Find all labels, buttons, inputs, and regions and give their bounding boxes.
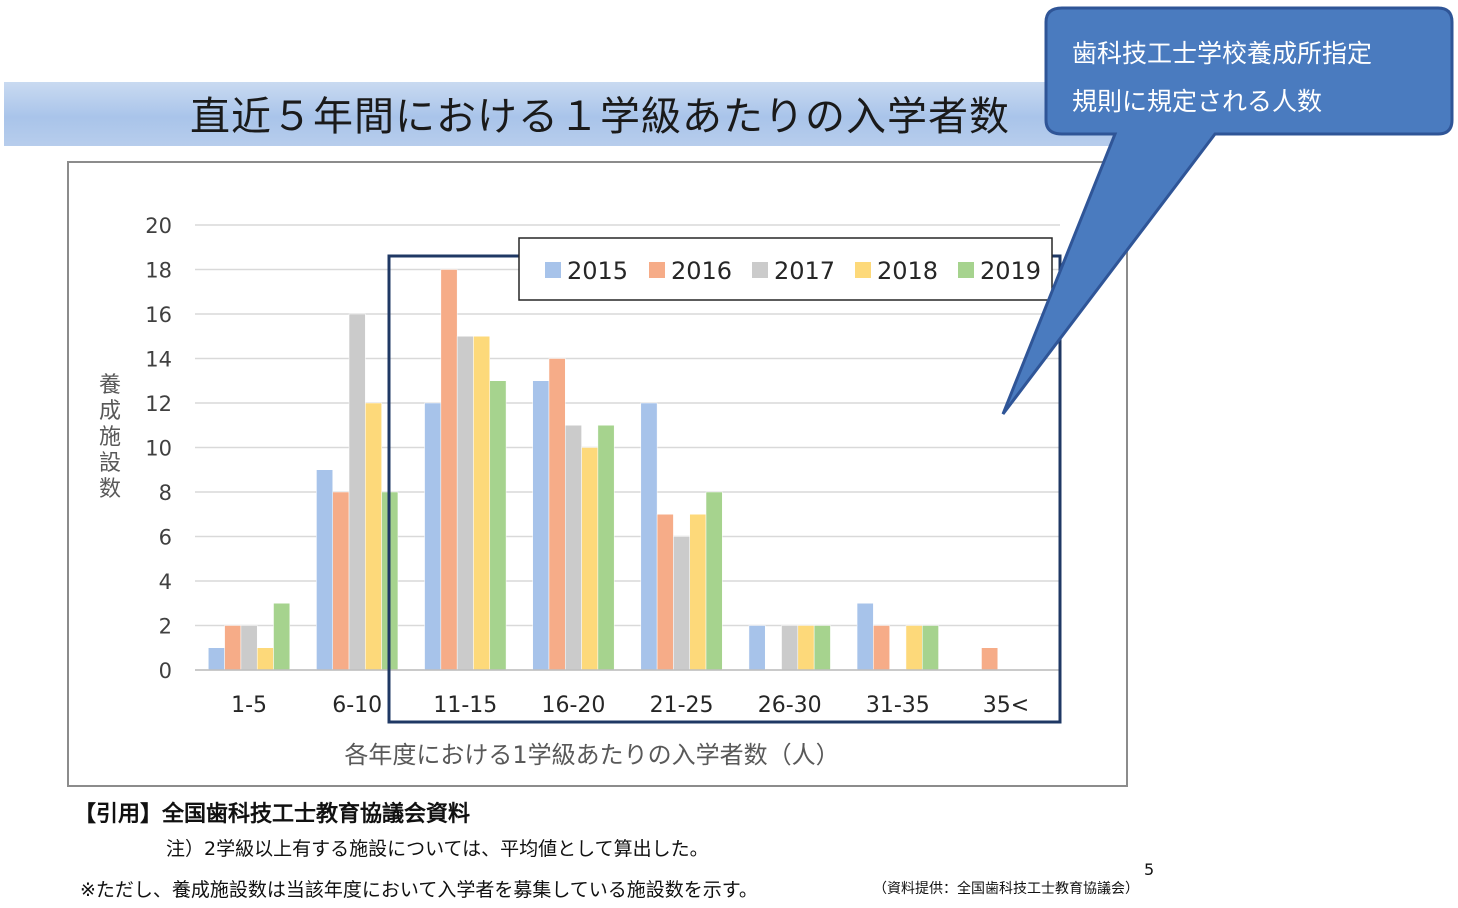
x-tick-label: 26-30 <box>758 693 822 718</box>
y-axis-title-char: 施 <box>99 425 121 450</box>
title-band <box>4 82 1124 146</box>
bar-2018-26-30 <box>797 625 815 671</box>
y-axis-title-char: 設 <box>99 451 121 476</box>
bar-2016-11-15 <box>440 269 458 671</box>
bar-2018-21-25 <box>689 514 707 671</box>
y-tick-label: 10 <box>145 437 172 461</box>
bar-2016-6-10 <box>332 491 350 671</box>
bar-2018-11-15 <box>473 336 491 671</box>
x-tick-label: 11-15 <box>433 693 497 718</box>
legend-label-2016: 2016 <box>671 257 732 285</box>
y-axis-title-char: 養 <box>99 373 121 398</box>
bar-2018-31-35 <box>905 625 923 671</box>
legend-swatch-2015 <box>545 262 561 278</box>
bar-2017-1-5 <box>240 625 258 671</box>
bar-2019-31-35 <box>922 625 939 671</box>
legend-label-2018: 2018 <box>877 257 938 285</box>
bar-2019-1-5 <box>273 603 291 671</box>
y-tick-label: 12 <box>145 392 172 416</box>
bar-2017-26-30 <box>781 625 799 671</box>
bar-2019-26-30 <box>813 625 831 671</box>
bar-2017-11-15 <box>456 336 474 671</box>
x-axis-title: 各年度における1学級あたりの入学者数（人） <box>344 741 839 769</box>
y-tick-label: 2 <box>159 615 172 639</box>
legend-swatch-2016 <box>649 262 665 278</box>
callout-text: 歯科技工士学校養成所指定 規則に規定される人数 <box>1072 30 1442 126</box>
bar-2016-16-20 <box>548 358 566 671</box>
y-tick-label: 18 <box>145 259 172 283</box>
note-averaged: 注）2学級以上有する施設については、平均値として算出した。 <box>166 838 709 860</box>
y-tick-label: 0 <box>159 659 172 683</box>
legend-label-2017: 2017 <box>774 257 835 285</box>
bar-2015-16-20 <box>532 380 550 671</box>
legend-swatch-2019 <box>958 262 974 278</box>
x-tick-label: 21-25 <box>650 693 714 718</box>
y-tick-label: 4 <box>159 570 172 594</box>
y-tick-label: 6 <box>159 526 172 550</box>
bar-2019-11-15 <box>489 380 507 671</box>
bar-2017-16-20 <box>565 425 582 671</box>
bar-2015-6-10 <box>316 469 333 671</box>
y-tick-label: 16 <box>145 303 172 327</box>
legend-swatch-2018 <box>855 262 871 278</box>
bar-2016-1-5 <box>224 625 242 671</box>
bar-2018-16-20 <box>581 447 599 671</box>
source-credit: （資料提供：全国歯科技工士教育協議会） <box>873 881 1139 897</box>
bar-2016-21-25 <box>656 514 674 671</box>
bar-2015-21-25 <box>640 402 658 671</box>
citation: 【引用】全国歯科技工士教育協議会資料 <box>74 802 471 827</box>
page-number: 5 <box>1144 860 1155 879</box>
bar-2019-16-20 <box>597 425 615 671</box>
note-facility-count: ※ただし、養成施設数は当該年度において入学者を募集している施設数を示す。 <box>80 879 758 901</box>
x-tick-label: 35< <box>983 693 1029 718</box>
x-tick-label: 16-20 <box>541 693 605 718</box>
bar-2016-35< <box>981 647 999 671</box>
bar-2015-11-15 <box>424 402 442 671</box>
bar-2017-6-10 <box>348 313 366 671</box>
legend-swatch-2017 <box>752 262 768 278</box>
y-axis-title-char: 成 <box>99 399 121 424</box>
y-tick-label: 8 <box>159 481 172 505</box>
callout-line-1: 歯科技工士学校養成所指定 <box>1072 39 1373 68</box>
bar-2015-31-35 <box>856 603 874 671</box>
x-tick-label: 1-5 <box>231 693 267 718</box>
y-tick-label: 20 <box>145 214 172 238</box>
page-title: 直近５年間における１学級あたりの入学者数 <box>190 94 1010 140</box>
bar-2018-6-10 <box>365 402 382 671</box>
bar-2015-26-30 <box>748 625 766 671</box>
x-tick-label: 6-10 <box>332 693 382 718</box>
bar-2016-31-35 <box>873 625 890 671</box>
x-tick-label: 31-35 <box>866 693 930 718</box>
bar-2018-1-5 <box>256 647 274 671</box>
bar-2017-21-25 <box>673 536 690 671</box>
bar-2019-21-25 <box>705 491 723 671</box>
legend-label-2019: 2019 <box>980 257 1041 285</box>
y-tick-label: 14 <box>145 348 172 372</box>
legend-label-2015: 2015 <box>567 257 628 285</box>
bar-2015-1-5 <box>208 647 225 671</box>
callout-line-2: 規則に規定される人数 <box>1072 87 1323 116</box>
y-axis-title-char: 数 <box>99 477 121 502</box>
